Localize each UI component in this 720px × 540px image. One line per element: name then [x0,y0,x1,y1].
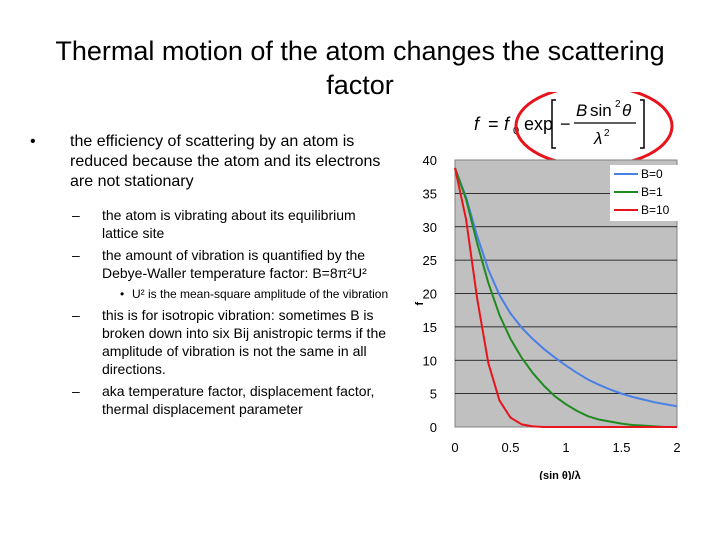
y-tick-label: 0 [430,420,437,435]
x-tick-label: 1 [562,440,569,455]
legend-label: B=0 [641,167,663,181]
svg-text:exp: exp [524,114,553,134]
sub-bullet-item: – the amount of vibration is quantified … [30,246,395,282]
svg-text:B: B [576,101,587,120]
legend-label: B=10 [641,203,670,217]
svg-text:2: 2 [615,99,621,110]
svg-text:sin: sin [590,101,612,120]
sub-bullet-text: aka temperature factor, displacement fac… [102,383,375,417]
legend-label: B=1 [641,185,663,199]
y-tick-label: 30 [423,220,437,235]
sub-bullet-text: the atom is vibrating about its equilibr… [102,207,356,241]
x-tick-label: 0 [451,440,458,455]
svg-text:f: f [504,114,511,134]
x-axis-label: (sin θ)/λ [539,470,580,480]
y-tick-label: 40 [423,153,437,168]
dash-marker: – [72,247,80,263]
svg-text:λ: λ [593,129,602,148]
scattering-factor-chart: 0 5 10 15 20 25 30 35 40 0 0.5 1 1.5 2 f (sin θ)/λ B=0 B=… [405,150,695,485]
x-tick-label: 0.5 [501,440,519,455]
x-tick-label: 1.5 [612,440,630,455]
dash-marker: – [72,383,80,399]
y-tick-label: 35 [423,186,437,201]
y-axis-label: f [414,302,426,306]
svg-text:=: = [488,114,499,134]
bullet-item: • the efficiency of scattering by an ato… [30,132,395,192]
y-tick-label: 5 [430,387,437,402]
y-tick-label: 15 [423,320,437,335]
series-line-b-1 [454,167,677,428]
bullet-text: the efficiency of scattering by an atom … [70,133,381,190]
dash-marker: – [72,207,80,223]
dash-marker: – [72,307,80,323]
sub-bullet-text: this is for isotropic vibration: sometim… [102,307,387,377]
series-line-b-10 [454,167,677,428]
x-tick-label: 2 [673,440,680,455]
sub-bullet-item: – the atom is vibrating about its equili… [30,206,395,242]
svg-text:−: − [560,114,571,134]
slide-title: Thermal motion of the atom changes the s… [55,36,665,100]
bullet-marker: • [30,133,36,150]
svg-text:f: f [474,114,481,134]
bullet-marker: • [120,287,125,301]
sub-bullet-item: – aka temperature factor, displacement f… [30,382,395,418]
sub-sub-bullet-item: • U² is the mean-square amplitude of the… [30,286,395,302]
series-line-b-0 [454,167,678,408]
chart-svg: 0 5 10 15 20 25 30 35 40 0 0.5 1 1.5 2 f (sin θ)/λ B=0 B=… [414,153,681,482]
svg-text:θ: θ [622,101,632,120]
y-tick-label: 20 [423,287,437,302]
svg-text:2: 2 [604,128,610,139]
sub-bullet-item: – this is for isotropic vibration: somet… [30,306,395,378]
sub-sub-bullet-text: U² is the mean-square amplitude of the v… [132,287,389,301]
y-tick-label: 25 [423,253,437,268]
y-tick-label: 10 [423,353,437,368]
sub-bullet-text: the amount of vibration is quantified by… [102,247,367,281]
bullet-list: • the efficiency of scattering by an ato… [30,132,395,422]
